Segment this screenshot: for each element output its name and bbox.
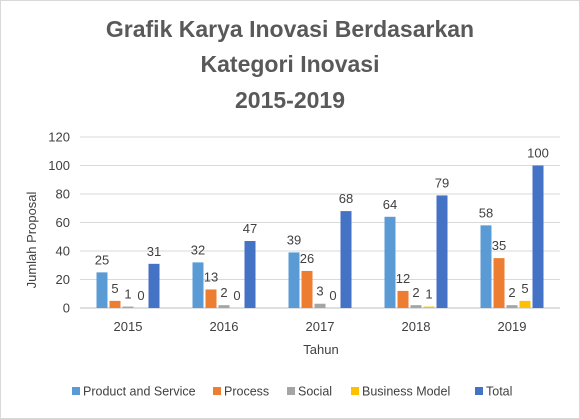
- y-tick-label: 20: [56, 272, 70, 287]
- x-axis-title: Tahun: [303, 342, 338, 357]
- legend-label: Social: [298, 385, 332, 399]
- x-tick-label: 2018: [402, 319, 431, 334]
- data-label: 58: [479, 205, 493, 220]
- y-axis-ticks: 0 20 40 60 80 100 120: [48, 130, 70, 316]
- data-label: 1: [124, 287, 131, 302]
- data-label: 25: [95, 252, 109, 267]
- data-label: 26: [300, 251, 314, 266]
- y-tick-label: 100: [48, 158, 70, 173]
- data-label: 0: [233, 288, 240, 303]
- bar: [301, 270, 313, 308]
- x-tick-label: 2019: [498, 319, 527, 334]
- data-label: 2: [412, 285, 419, 300]
- y-axis-title: Jumlah Proposal: [24, 191, 39, 288]
- bars: [96, 165, 544, 308]
- legend-swatch: [351, 387, 359, 395]
- legend: Product and Service Process Social Business…: [72, 385, 512, 399]
- data-label: 68: [339, 191, 353, 206]
- legend-swatch: [287, 387, 295, 395]
- data-label: 79: [435, 175, 449, 190]
- legend-swatch: [213, 387, 221, 395]
- bar: [218, 305, 230, 308]
- y-tick-label: 40: [56, 244, 70, 259]
- legend-label: Product and Service: [83, 385, 196, 399]
- data-label: 13: [204, 269, 218, 284]
- data-label: 31: [147, 244, 161, 259]
- x-tick-label: 2015: [114, 319, 143, 334]
- bar: [314, 303, 326, 308]
- bar: [288, 252, 300, 308]
- bar: [122, 306, 134, 308]
- data-label: 12: [396, 271, 410, 286]
- data-label: 2: [508, 285, 515, 300]
- bar: [480, 225, 492, 308]
- y-tick-label: 0: [63, 301, 70, 316]
- legend-label: Business Model: [362, 385, 450, 399]
- chart-title-line-2: Kategori Inovasi: [201, 51, 380, 77]
- y-tick-label: 80: [56, 187, 70, 202]
- bar: [109, 300, 121, 308]
- bar: [423, 306, 435, 308]
- bar: [148, 263, 160, 308]
- y-tick-label: 60: [56, 215, 70, 230]
- bar: [519, 300, 531, 308]
- bar: [384, 216, 396, 308]
- chart-title-line-3: 2015-2019: [235, 87, 345, 113]
- bar: [410, 305, 422, 308]
- data-label: 2: [220, 285, 227, 300]
- data-label: 5: [111, 281, 118, 296]
- x-tick-label: 2017: [306, 319, 335, 334]
- bar: [192, 262, 204, 308]
- data-label: 47: [243, 221, 257, 236]
- bar: [436, 195, 448, 308]
- data-label: 32: [191, 242, 205, 257]
- chart-title-line-1: Grafik Karya Inovasi Berdasarkan: [106, 16, 474, 42]
- data-label: 1: [425, 287, 432, 302]
- data-label: 3: [316, 284, 323, 299]
- x-tick-label: 2016: [210, 319, 239, 334]
- gridlines: [80, 136, 560, 309]
- bar: [205, 289, 217, 308]
- legend-swatch: [72, 387, 80, 395]
- data-label: 64: [383, 197, 397, 212]
- data-label: 0: [137, 288, 144, 303]
- legend-swatch: [475, 387, 483, 395]
- legend-label: Total: [486, 385, 512, 399]
- bar: [397, 290, 409, 308]
- data-label: 5: [521, 281, 528, 296]
- bar: [493, 258, 505, 308]
- legend-label: Process: [224, 385, 269, 399]
- bar: [506, 305, 518, 308]
- bar: [340, 211, 352, 308]
- data-label: 39: [287, 232, 301, 247]
- data-label: 100: [527, 146, 549, 161]
- data-label: 35: [492, 238, 506, 253]
- y-tick-label: 120: [48, 130, 70, 145]
- x-axis-ticks: 2015 2016 2017 2018 2019: [114, 319, 527, 334]
- bar: [244, 241, 256, 308]
- bar: [532, 165, 544, 308]
- data-label: 0: [329, 288, 336, 303]
- bar: [96, 272, 108, 308]
